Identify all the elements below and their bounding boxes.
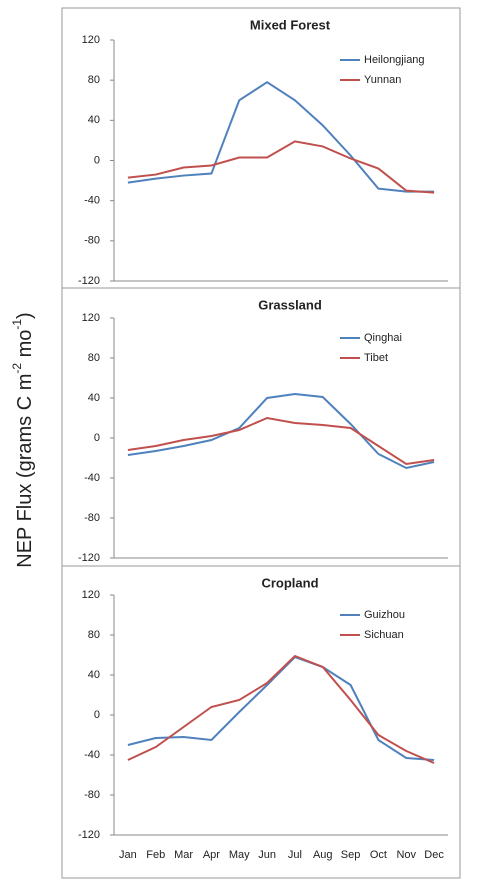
legend-label: Sichuan — [364, 629, 404, 641]
y-tick-label: -120 — [78, 552, 100, 564]
y-tick-label: 0 — [94, 154, 100, 166]
y-tick-label: 40 — [88, 669, 100, 681]
series-line — [127, 416, 435, 466]
legend-label: Guizhou — [364, 609, 405, 621]
y-tick-label: 80 — [88, 352, 100, 364]
series-line — [127, 392, 435, 470]
x-tick-label: Jun — [258, 849, 276, 861]
x-tick-label: Dec — [424, 849, 444, 861]
y-tick-label: 0 — [94, 709, 100, 721]
chart-title: Grassland — [258, 297, 322, 312]
x-tick-label: Jul — [288, 849, 302, 861]
x-tick-label: May — [229, 849, 250, 861]
legend-label: Yunnan — [364, 74, 401, 86]
y-tick-label: 0 — [94, 432, 100, 444]
y-tick-label: -80 — [84, 789, 100, 801]
y-tick-label: -80 — [84, 235, 100, 247]
x-tick-label: Oct — [370, 849, 387, 861]
y-tick-label: 80 — [88, 629, 100, 641]
x-tick-label: Aug — [313, 849, 333, 861]
y-tick-label: -40 — [84, 749, 100, 761]
y-tick-label: -80 — [84, 512, 100, 524]
x-tick-label: Nov — [396, 849, 416, 861]
panel-frame — [61, 287, 461, 567]
y-tick-label: 120 — [82, 312, 100, 324]
series-line — [127, 140, 435, 194]
y-tick-label: -40 — [84, 195, 100, 207]
y-label-part: NEP Flux (grams C m — [14, 374, 36, 568]
y-label-sup: -2 — [10, 363, 24, 374]
legend-label: Tibet — [364, 352, 388, 364]
x-tick-label: Sep — [341, 849, 361, 861]
x-tick-label: Jan — [119, 849, 137, 861]
y-tick-label: 40 — [88, 392, 100, 404]
y-label-part: ) — [14, 312, 36, 319]
chart-title: Mixed Forest — [250, 17, 331, 32]
y-tick-label: -120 — [78, 829, 100, 841]
y-label-sup: -1 — [10, 319, 24, 330]
y-tick-label: -120 — [78, 275, 100, 287]
y-axis-label: NEP Flux (grams C m-2 mo-1) — [10, 312, 36, 567]
x-tick-label: Feb — [146, 849, 165, 861]
y-tick-label: -40 — [84, 472, 100, 484]
y-tick-label: 120 — [82, 589, 100, 601]
series-line — [127, 655, 435, 761]
legend-label: Heilongjiang — [364, 54, 425, 66]
y-tick-label: 120 — [82, 34, 100, 46]
y-tick-label: 40 — [88, 114, 100, 126]
legend-label: Qinghai — [364, 332, 402, 344]
y-label-part: mo — [14, 330, 36, 363]
x-tick-label: Apr — [203, 849, 220, 861]
y-tick-label: 80 — [88, 74, 100, 86]
series-line — [127, 80, 435, 193]
chart-title: Cropland — [261, 575, 318, 590]
panel-frame — [61, 7, 461, 289]
x-tick-label: Mar — [174, 849, 193, 861]
panel-frame — [61, 565, 461, 879]
series-line — [127, 654, 435, 764]
